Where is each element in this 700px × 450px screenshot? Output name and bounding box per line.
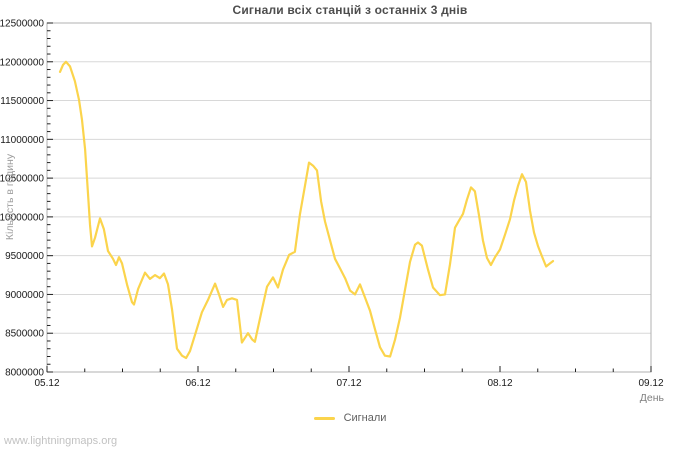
x-tick-label: 05.12 [34, 378, 59, 389]
y-tick-label: 9000000 [5, 290, 44, 301]
x-tick-label: 08.12 [487, 378, 512, 389]
y-tick-label: 9500000 [5, 251, 44, 262]
y-tick-label: 10000000 [0, 212, 44, 223]
legend: Сигнали [0, 412, 700, 424]
x-axis-title: День [639, 392, 664, 404]
x-tick-label: 07.12 [336, 378, 361, 389]
y-tick-label: 10500000 [0, 174, 44, 185]
legend-label: Сигнали [343, 412, 387, 424]
y-tick-label: 12500000 [0, 19, 44, 30]
chart-title: Сигнали всіх станцій з останніх 3 днів [232, 3, 468, 17]
y-tick-label: 8500000 [5, 329, 44, 340]
x-tick-label: 06.12 [185, 378, 210, 389]
watermark: www.lightningmaps.org [4, 435, 118, 447]
series-line-Сигнали [58, 60, 555, 360]
y-tick-label: 11500000 [0, 96, 44, 107]
y-tick-label: 11000000 [0, 135, 44, 146]
x-tick-label: 09.12 [638, 378, 663, 389]
legend-line-swatch [313, 416, 335, 420]
y-tick-label: 12000000 [0, 57, 44, 68]
plot-border [46, 22, 652, 373]
y-axis-title: Кількість в годину [4, 153, 16, 241]
y-tick-label: 8000000 [5, 368, 44, 379]
